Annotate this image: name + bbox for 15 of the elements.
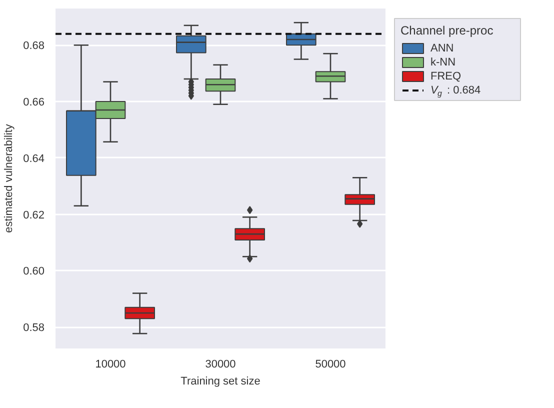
legend-label: FREQ: [430, 70, 462, 82]
y-tick-label: 0.64: [23, 152, 45, 165]
x-tick-label: 30000: [205, 358, 236, 370]
y-axis-title: estimated vulnerability: [3, 124, 16, 233]
legend-title: Channel pre-proc: [400, 24, 494, 38]
y-tick-label: 0.60: [23, 266, 45, 278]
legend-label: k-NN: [430, 56, 456, 68]
y-tick-label: 0.62: [23, 209, 45, 222]
y-tick-label: 0.58: [23, 322, 45, 334]
y-tick-label: 0.66: [23, 96, 45, 109]
x-tick-label: 50000: [315, 358, 346, 370]
y-tick-label: 0.68: [23, 40, 45, 52]
x-axis-title: Training set size: [180, 376, 260, 388]
x-tick-label: 10000: [95, 358, 126, 370]
legend-label: ANN: [430, 42, 454, 54]
